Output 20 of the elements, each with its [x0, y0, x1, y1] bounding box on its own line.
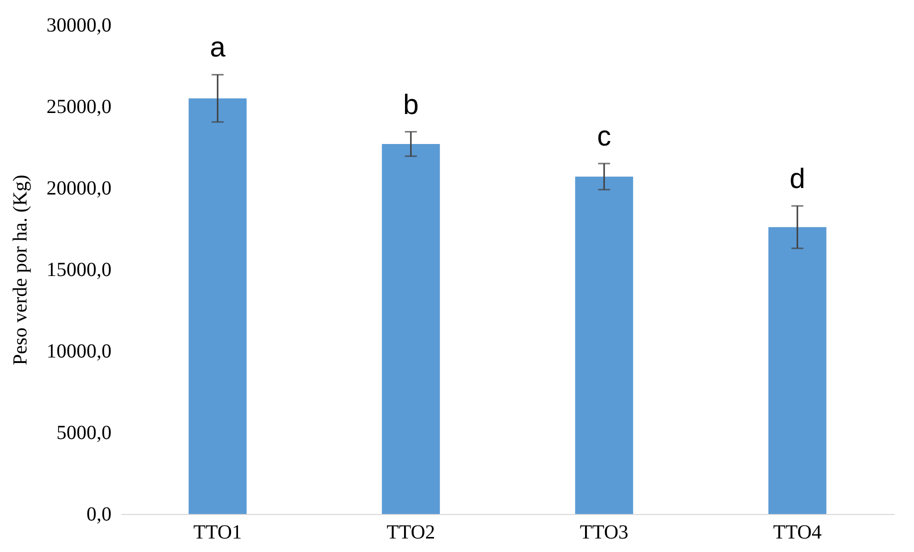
x-tick-label: TTO4: [773, 522, 822, 544]
x-tick-label: TTO1: [193, 522, 242, 544]
bar: [382, 144, 440, 514]
bar: [575, 176, 634, 514]
annotation: d: [790, 162, 806, 194]
bar: [768, 227, 826, 514]
annotation: b: [403, 88, 419, 120]
y-axis-title: Peso verde por ha. (Kg): [10, 174, 32, 366]
y-tick-label: 30000,0: [46, 14, 112, 36]
x-tick-label: TTO2: [386, 522, 436, 544]
y-tick-label: 10000,0: [46, 340, 112, 362]
y-tick-label: 15000,0: [46, 259, 112, 281]
y-tick-label: 20000,0: [46, 178, 112, 200]
annotation: c: [597, 120, 612, 152]
y-tick-label: 5000,0: [56, 422, 112, 444]
bar: [188, 98, 247, 514]
x-tick-label: TTO3: [580, 522, 628, 544]
annotation: a: [210, 32, 226, 63]
y-tick-label: 0,0: [86, 504, 112, 526]
y-tick-label: 25000,0: [46, 96, 112, 118]
